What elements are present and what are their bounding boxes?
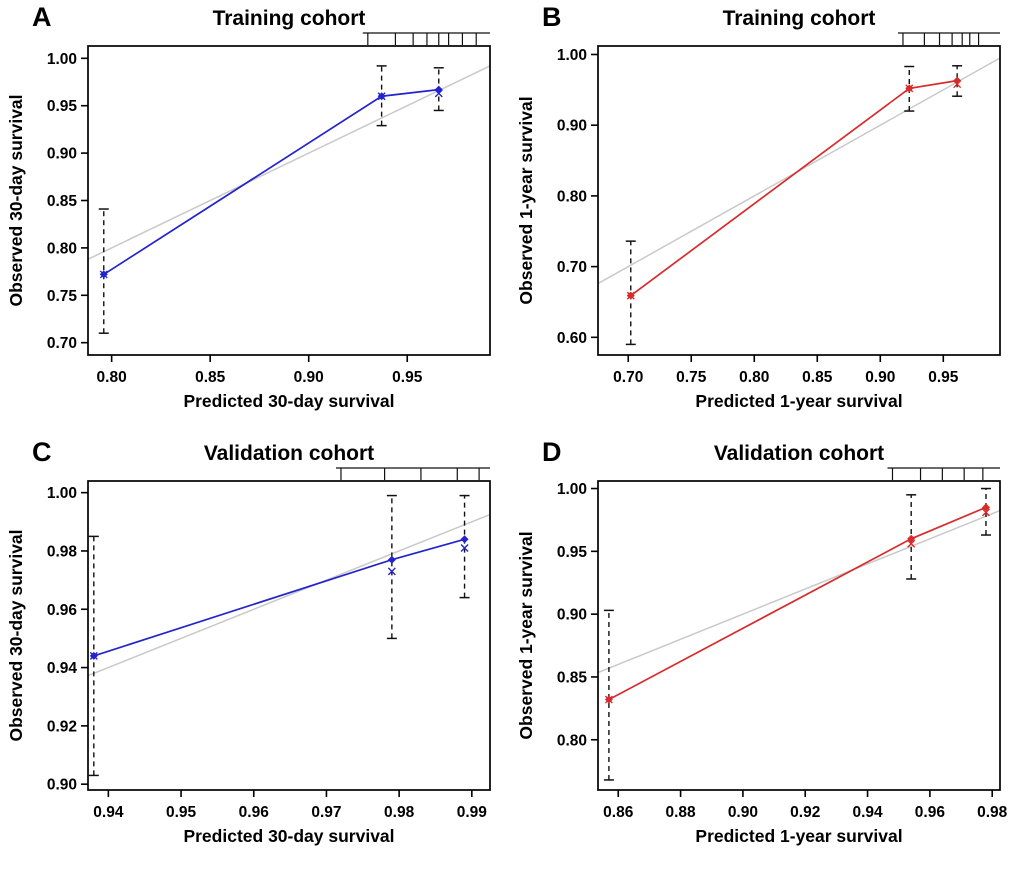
- point-marker-cross: [604, 695, 613, 704]
- point-marker-cross: [89, 651, 98, 660]
- y-tick-label: 1.00: [557, 47, 587, 64]
- y-tick-label: 0.75: [47, 288, 78, 305]
- point-marker-diamond: [981, 503, 990, 512]
- x-tick-label: 0.94: [93, 804, 124, 821]
- x-tick-label: 0.80: [97, 369, 127, 386]
- reference-line: [87, 65, 491, 260]
- x-tick-label: 0.90: [294, 369, 324, 386]
- panel-letter: D: [542, 437, 562, 467]
- y-tick-label: 0.70: [47, 335, 77, 352]
- calibration-line: [608, 506, 987, 701]
- x-tick-label: 0.75: [676, 369, 707, 386]
- calibration-chart-validation-30day: 0.94 0.95 0.96 0.97 0.98 0.99 0.90 0.92 0.94 0.96…: [6, 467, 491, 846]
- y-tick-label: 0.60: [557, 330, 587, 347]
- panel-b: B Training cohort 0.70 0.75 0.80 0.85 0.90 0.…: [510, 0, 1020, 435]
- x-tick-label: 0.95: [392, 369, 423, 386]
- point-marker-cross: [377, 92, 386, 101]
- x-tick-label: 0.88: [665, 804, 696, 821]
- x-tick-label: 0.96: [915, 804, 946, 821]
- y-tick-label: 0.80: [557, 188, 587, 205]
- y-tick-label: 0.90: [557, 118, 587, 135]
- plot-frame: [87, 45, 491, 356]
- x-tick-label: 0.85: [802, 369, 833, 386]
- panel-letter: A: [32, 2, 52, 32]
- point-marker-cross: [460, 544, 469, 553]
- panel-letter: C: [32, 437, 52, 467]
- point-marker-diamond: [460, 535, 469, 544]
- y-tick-label: 0.98: [47, 543, 78, 560]
- y-tick-label: 1.00: [557, 481, 587, 498]
- reference-line: [597, 509, 1001, 674]
- point-marker-cross: [626, 291, 635, 300]
- panel-title: Validation cohort: [713, 442, 885, 465]
- y-tick-label: 0.90: [47, 777, 77, 794]
- x-tick-label: 0.70: [613, 369, 643, 386]
- x-tick-label: 0.95: [928, 369, 959, 386]
- y-tick-label: 0.95: [557, 544, 588, 561]
- y-tick-label: 0.85: [557, 669, 588, 686]
- x-axis-label: Predicted 30-day survival: [183, 826, 394, 846]
- y-tick-label: 0.94: [47, 660, 78, 677]
- calibration-chart-validation-1year: 0.86 0.88 0.90 0.92 0.94 0.96 0.98 0.80 0.85 0.90…: [516, 467, 1008, 846]
- point-marker-cross: [907, 539, 916, 548]
- x-tick-label: 0.94: [852, 804, 883, 821]
- y-tick-label: 0.90: [47, 146, 77, 163]
- y-tick-label: 1.00: [47, 51, 77, 68]
- x-tick-label: 0.92: [790, 804, 820, 821]
- y-axis-label: Observed 1-year survival: [516, 96, 536, 304]
- y-tick-label: 0.80: [557, 732, 587, 749]
- y-tick-label: 0.70: [557, 259, 587, 276]
- y-axis-label: Observed 30-day survival: [6, 529, 26, 741]
- x-tick-label: 0.99: [457, 804, 488, 821]
- x-tick-label: 0.80: [739, 369, 769, 386]
- x-tick-label: 0.95: [166, 804, 197, 821]
- y-tick-label: 0.80: [47, 240, 77, 257]
- y-tick-label: 1.00: [47, 485, 77, 502]
- x-tick-label: 0.90: [865, 369, 895, 386]
- point-marker-cross: [434, 89, 443, 98]
- panel-a: A Training cohort 0.80 0.85 0.90 0.95 0.70 0.…: [0, 0, 510, 435]
- calibration-line: [103, 88, 439, 276]
- panel-letter: B: [542, 2, 562, 32]
- x-axis-label: Predicted 1-year survival: [695, 826, 902, 846]
- x-axis-label: Predicted 1-year survival: [695, 391, 902, 411]
- calibration-chart-training-30day: 0.80 0.85 0.90 0.95 0.70 0.75 0.80 0.85 0.90 0.95…: [6, 32, 491, 411]
- panel-d: D Validation cohort 0.86 0.88 0.90 0.92 0.94…: [510, 435, 1020, 870]
- x-tick-label: 0.85: [195, 369, 226, 386]
- point-marker-cross: [99, 270, 108, 279]
- calibration-chart-training-1year: 0.70 0.75 0.80 0.85 0.90 0.95 0.60 0.70 0.80 0.90…: [516, 32, 1001, 411]
- x-tick-label: 0.98: [384, 804, 415, 821]
- point-marker-cross: [953, 80, 962, 89]
- panel-title: Validation cohort: [203, 442, 375, 465]
- x-tick-label: 0.97: [311, 804, 341, 821]
- calibration-line: [630, 79, 958, 297]
- panel-title: Training cohort: [212, 7, 366, 30]
- x-tick-label: 0.90: [728, 804, 758, 821]
- point-marker-diamond: [907, 534, 916, 543]
- y-tick-label: 0.85: [47, 193, 78, 210]
- plot-frame: [87, 480, 491, 791]
- reference-line: [87, 513, 491, 677]
- x-tick-label: 0.96: [239, 804, 270, 821]
- point-marker-diamond: [387, 555, 396, 564]
- plot-frame: [597, 45, 1001, 356]
- y-tick-label: 0.95: [47, 98, 78, 115]
- y-tick-label: 0.92: [47, 718, 77, 735]
- y-axis-label: Observed 1-year survival: [516, 531, 536, 739]
- point-marker-cross: [905, 84, 914, 93]
- plot-frame: [597, 480, 1001, 791]
- point-marker-cross: [387, 567, 396, 576]
- x-tick-label: 0.98: [977, 804, 1008, 821]
- point-marker-cross: [981, 508, 990, 517]
- x-tick-label: 0.86: [603, 804, 634, 821]
- y-tick-label: 0.96: [47, 602, 78, 619]
- calibration-line: [93, 538, 465, 657]
- panel-c: C Validation cohort 0.94 0.95 0.96 0.97 0.98…: [0, 435, 510, 870]
- y-tick-label: 0.90: [557, 607, 587, 624]
- panel-title: Training cohort: [722, 7, 876, 30]
- y-axis-label: Observed 30-day survival: [6, 94, 26, 306]
- x-axis-label: Predicted 30-day survival: [183, 391, 394, 411]
